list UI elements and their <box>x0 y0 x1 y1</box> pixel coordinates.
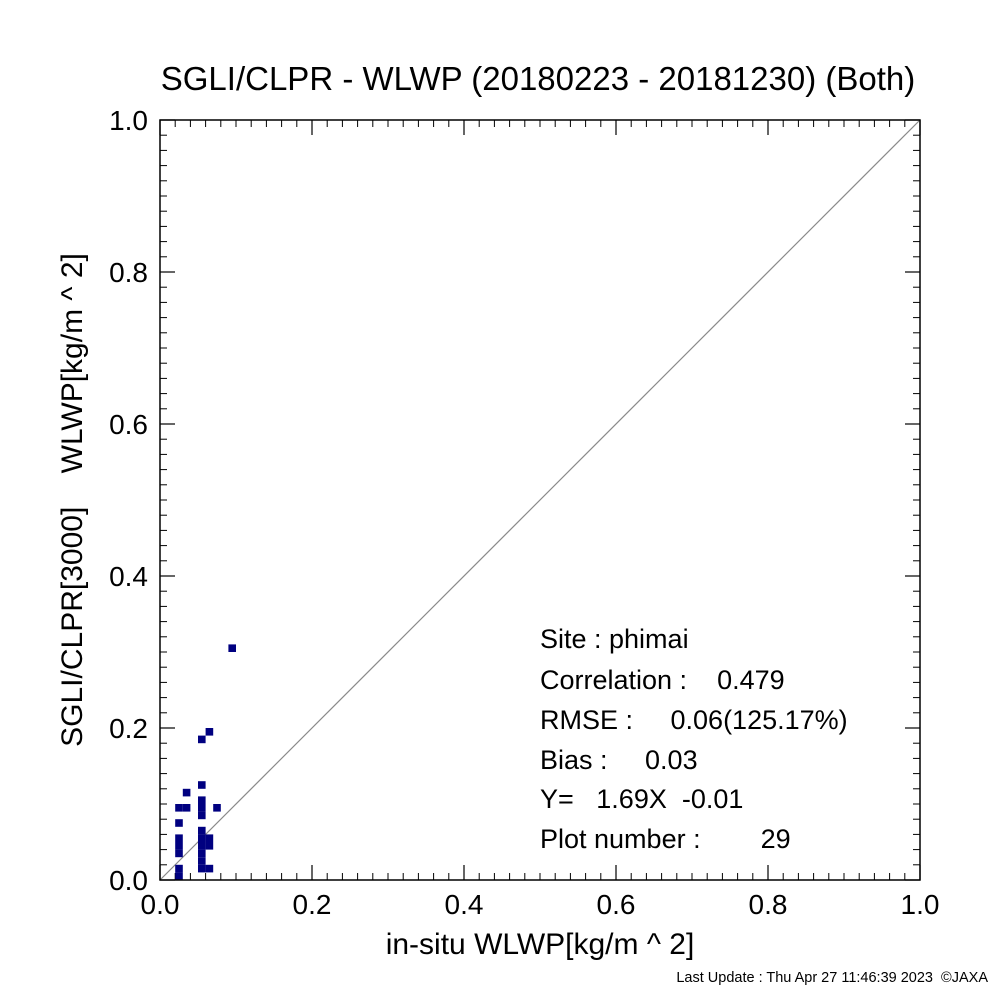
y-tick-label: 0.2 <box>109 713 148 744</box>
data-point <box>198 864 206 873</box>
y-axis-label: SGLI/CLPR[3000] WLWP[kg/m ^ 2] <box>56 253 89 747</box>
data-point <box>175 834 183 842</box>
x-tick-label: 0.0 <box>141 889 180 920</box>
data-point <box>175 849 183 858</box>
data-point <box>198 849 206 858</box>
data-point <box>205 834 214 842</box>
y-tick-label: 0.0 <box>109 865 148 896</box>
data-point <box>182 804 191 812</box>
stat-bias: Bias : 0.03 <box>540 745 698 775</box>
y-tick-label: 0.4 <box>109 561 148 592</box>
data-point <box>198 811 206 820</box>
stat-site: Site : phimai <box>540 624 689 654</box>
y-tick-label: 1.0 <box>109 105 148 136</box>
x-tick-label: 1.0 <box>901 889 940 920</box>
x-axis-label: in-situ WLWP[kg/m ^ 2] <box>386 928 695 961</box>
x-tick-label: 0.2 <box>293 889 332 920</box>
stat-plot-number: Plot number : 29 <box>540 824 791 854</box>
stat-equation: Y= 1.69X -0.01 <box>540 784 743 814</box>
y-tick-label: 0.6 <box>109 409 148 440</box>
major-ticks <box>159 119 921 881</box>
stat-correlation: Correlation : 0.479 <box>540 665 785 695</box>
one-to-one-line <box>159 119 921 881</box>
minor-ticks <box>160 120 920 880</box>
chart-title: SGLI/CLPR - WLWP (20180223 - 20181230) (… <box>161 60 916 97</box>
data-point <box>198 857 206 865</box>
plot-frame <box>159 119 921 881</box>
footer-update-note: Last Update : Thu Apr 27 11:46:39 2023 ©… <box>676 970 988 986</box>
x-tick-label: 0.6 <box>597 889 636 920</box>
data-point <box>205 842 214 850</box>
data-point <box>198 781 206 789</box>
data-point <box>205 728 214 736</box>
y-tick-labels: 0.0 0.2 0.4 0.6 0.8 1.0 <box>109 105 148 896</box>
data-point <box>198 796 206 804</box>
x-tick-label: 0.4 <box>445 889 484 920</box>
data-point <box>228 644 236 652</box>
data-point <box>175 819 183 827</box>
data-point <box>198 842 206 850</box>
data-point <box>198 804 206 812</box>
data-point <box>198 735 206 744</box>
y-tick-label: 0.8 <box>109 257 148 288</box>
x-tick-label: 0.8 <box>749 889 788 920</box>
data-point <box>213 804 221 812</box>
stats-block: Site : phimai Correlation : 0.479 RMSE :… <box>540 624 848 854</box>
data-point <box>175 842 183 850</box>
data-point <box>198 834 206 842</box>
data-points <box>175 644 236 880</box>
data-point <box>175 864 183 873</box>
data-point <box>182 788 191 797</box>
data-point <box>205 864 214 873</box>
data-point <box>198 826 206 835</box>
x-tick-labels: 0.0 0.2 0.4 0.6 0.8 1.0 <box>141 889 940 920</box>
stat-rmse: RMSE : 0.06(125.17%) <box>540 705 848 735</box>
data-point <box>175 804 183 812</box>
data-point <box>175 872 183 880</box>
